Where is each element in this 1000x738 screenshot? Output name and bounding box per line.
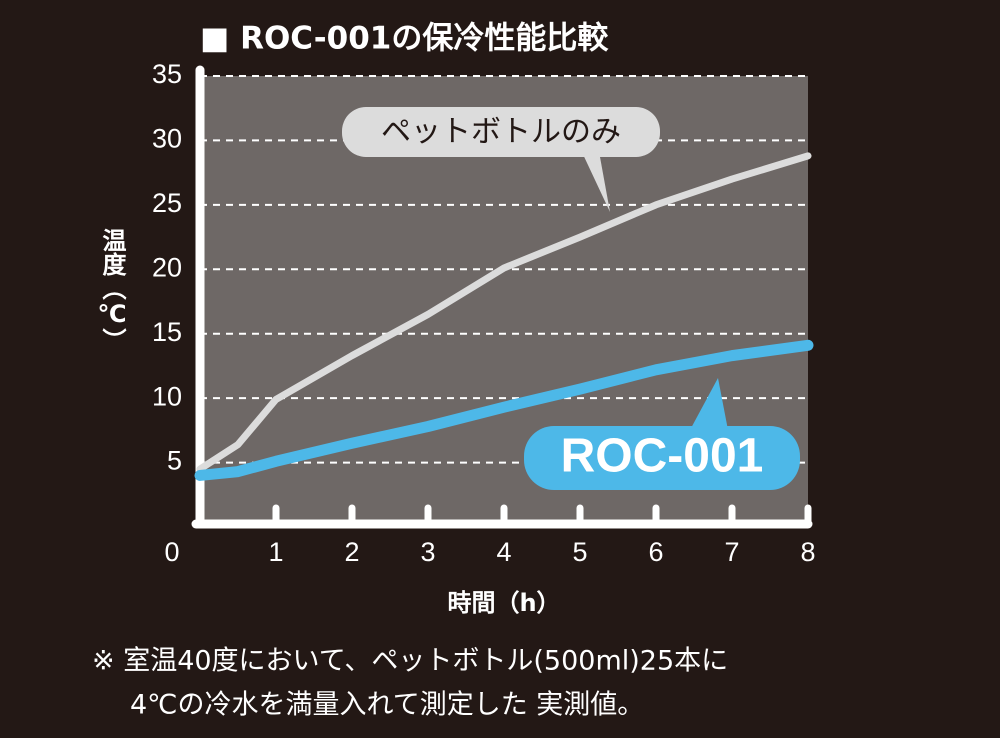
y-tick-label: 15 — [152, 317, 182, 347]
y-tick-label: 35 — [152, 59, 182, 89]
legend-label: ROC-001 — [561, 430, 764, 483]
x-tick-label: 2 — [344, 537, 359, 567]
y-tick-label: 10 — [152, 381, 182, 411]
x-tick-label: 3 — [420, 537, 435, 567]
chart-title: ■ ROC-001の保冷性能比較 — [200, 21, 609, 57]
callout-pointer — [580, 146, 610, 212]
x-tick-label: 8 — [800, 537, 815, 567]
callout-box — [524, 426, 800, 490]
y-tick-label: 30 — [152, 124, 182, 154]
callout-box — [342, 107, 660, 157]
x-tick-label: 6 — [648, 537, 663, 567]
y-tick-label: 20 — [152, 252, 182, 282]
x-tick-label: 4 — [496, 537, 511, 567]
legend-label: ペットボトルのみ — [381, 115, 621, 150]
line-series — [196, 152, 812, 473]
plot: 5 10 15 20 25 30 35 0 1 2 3 4 5 6 7 8 ペットボトルのみ ROC-001 — [152, 59, 816, 567]
footnote: ※ 室温40度において、ペットボトル(500ml)25本に — [92, 646, 728, 677]
y-axis-label: 温度（℃） — [98, 228, 126, 352]
x-axis-label: 時間（h） — [447, 589, 560, 617]
callout-pointer — [690, 378, 728, 430]
line-series — [194, 339, 814, 481]
x-tick-label: 1 — [268, 537, 283, 567]
x-tick-label: 7 — [724, 537, 739, 567]
footnote: 4℃の冷水を満量入れて測定した 実測値。 — [130, 690, 644, 721]
x-tick-label: 5 — [572, 537, 587, 567]
x-tick-label: 0 — [164, 537, 179, 567]
y-tick-label: 5 — [167, 446, 182, 476]
y-tick-label: 25 — [152, 188, 182, 218]
